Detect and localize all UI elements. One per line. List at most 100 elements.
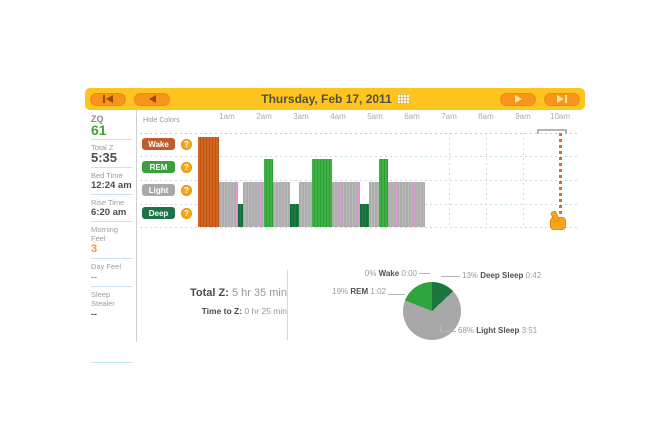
sidebar-divider (91, 221, 132, 222)
leader-line-light-elbow (440, 325, 441, 331)
stat-label: Day Feel (91, 262, 122, 271)
stat-label: Morning Feel (91, 225, 119, 243)
summary-section: Total Z: 5 hr 35 min Time to Z: 0 hr 25 … (137, 264, 585, 342)
stage-gridline (140, 180, 580, 181)
sleep-segment-light (388, 182, 425, 227)
question-icon[interactable]: ? (181, 207, 192, 219)
sleep-segment-deep (290, 204, 299, 227)
sleep-graph: Hide Colors 1am 2am 3am 4am 5am 6am 7am 8am 9am 1… (137, 110, 585, 264)
hour-tick-9am: 9am (515, 112, 531, 121)
stat-label: Bed Time (91, 171, 123, 180)
question-icon[interactable]: ? (181, 161, 192, 173)
legend-row-rem: REM? (142, 161, 192, 173)
first-day-button[interactable] (90, 92, 126, 106)
hour-tick-10am: 10am (549, 112, 571, 121)
date-title: Thursday, Feb 17, 2011 (261, 92, 392, 106)
time-to-z-label: Time to Z: (201, 306, 243, 316)
stage-gridline (140, 156, 580, 157)
legend-row-deep: Deep? (142, 207, 192, 219)
legend-button-wake[interactable]: Wake (142, 138, 175, 150)
time-range-handle[interactable] (537, 129, 567, 134)
sleep-segment-light (243, 182, 264, 227)
hour-tick-1am: 1am (219, 112, 235, 121)
sleep-segment-light (299, 182, 312, 227)
stat-rise-time: Rise Time 6:20 am (91, 198, 132, 218)
stat-label: Rise Time (91, 198, 125, 207)
stat-sleep-stealer: Sleep Stealer -- (91, 290, 132, 320)
question-icon[interactable]: ? (181, 184, 192, 196)
time-cursor-line (559, 133, 562, 228)
stat-label: Sleep Stealer (91, 290, 115, 308)
totals-block: Total Z: 5 hr 35 min Time to Z: 0 hr 25 … (137, 264, 287, 340)
stat-value: -- (91, 309, 97, 319)
stat-zq: ZQ 61 (91, 114, 132, 138)
last-day-button[interactable] (544, 92, 580, 106)
legend-row-wake: Wake? (142, 138, 192, 150)
pie-label-deep: 13% Deep Sleep 0:42 (462, 271, 542, 280)
drag-hand-icon[interactable] (550, 217, 566, 230)
legend-button-deep[interactable]: Deep (142, 207, 175, 219)
next-day-button[interactable] (500, 92, 536, 106)
next-day-icon (514, 95, 522, 103)
hour-tick-2am: 2am (256, 112, 272, 121)
sleep-segment-light (219, 182, 238, 227)
nav-right-group (495, 92, 585, 106)
calendar-icon[interactable] (396, 94, 409, 104)
sleep-segment-rem (312, 159, 332, 227)
prev-day-button[interactable] (134, 92, 170, 106)
stat-total-z: Total Z 5:35 (91, 143, 132, 164)
sidebar-divider (91, 286, 132, 287)
pie-label-light: 68% Light Sleep 3:51 (458, 326, 538, 335)
sidebar-divider (91, 139, 132, 140)
sleep-segment-rem (379, 159, 388, 227)
stat-bed-time: Bed Time 12:24 am (91, 171, 132, 191)
hour-tick-7am: 7am (441, 112, 457, 121)
stat-morning-feel: Morning Feel 3 (91, 225, 132, 255)
date-navigation-bar: Thursday, Feb 17, 2011 (85, 88, 585, 110)
hour-tick-5am: 5am (367, 112, 383, 121)
stage-gridline (140, 133, 580, 134)
leader-line-rem (388, 294, 405, 295)
legend-button-light[interactable]: Light (142, 184, 175, 196)
stat-label: ZQ (91, 114, 104, 124)
vertical-divider (287, 270, 288, 340)
question-icon[interactable]: ? (181, 138, 192, 150)
hour-tick-6am: 6am (404, 112, 420, 121)
time-to-z-line: Time to Z: 0 hr 25 min (137, 306, 287, 316)
stat-value: 6:20 am (91, 207, 127, 218)
sleep-segment-deep (238, 204, 243, 227)
sidebar-divider (91, 167, 132, 168)
sidebar-divider (91, 194, 132, 195)
legend-row-light: Light? (142, 184, 192, 196)
nav-left-group (85, 92, 175, 106)
stat-value: 12:24 am (91, 180, 132, 191)
total-z-value: 5 hr 35 min (231, 287, 287, 299)
sleep-segment-wake (198, 137, 219, 227)
sleep-segment-light (273, 182, 290, 227)
total-z-label: Total Z: (190, 287, 229, 299)
sleep-segment-light (369, 182, 379, 227)
stage-gridline (140, 227, 580, 228)
total-z-line: Total Z: 5 hr 35 min (137, 287, 287, 299)
sleep-segment-light (332, 182, 360, 227)
stat-value: 61 (91, 122, 107, 138)
app-window: Thursday, Feb 17, 2011 ZQ 61 Total Z 5:35 Be… (85, 88, 585, 363)
leader-line-wake (419, 273, 430, 274)
leader-line-deep (441, 276, 460, 277)
hour-tick-4am: 4am (330, 112, 346, 121)
stat-value: 3 (91, 243, 98, 255)
leader-line-light (440, 331, 456, 332)
stat-day-feel: Day Feel -- (91, 262, 132, 283)
hour-tick-3am: 3am (293, 112, 309, 121)
sidebar-divider (91, 362, 132, 363)
stat-value: 5:35 (91, 150, 118, 165)
hide-colors-link[interactable]: Hide Colors (143, 117, 180, 124)
stat-value: -- (91, 272, 97, 282)
stat-label: Total Z (91, 143, 114, 152)
sleep-stage-pie-chart (403, 282, 461, 340)
hour-tick-8am: 8am (478, 112, 494, 121)
sleep-segment-rem (264, 159, 273, 227)
pie-label-wake: 0% Wake 0:00 (364, 269, 417, 278)
legend-button-rem[interactable]: REM (142, 161, 175, 173)
